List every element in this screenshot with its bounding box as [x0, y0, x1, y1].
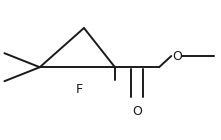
Text: O: O	[132, 105, 142, 118]
Text: O: O	[172, 50, 182, 62]
Text: F: F	[76, 83, 83, 96]
